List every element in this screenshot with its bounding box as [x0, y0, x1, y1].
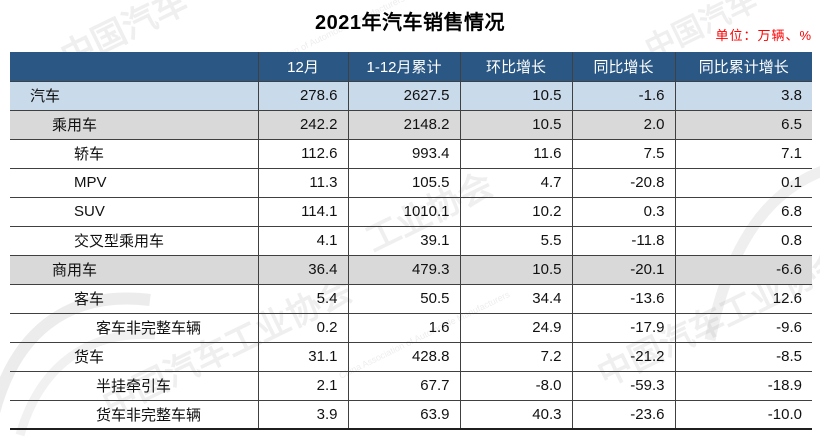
value-cell: 0.1	[674, 167, 812, 198]
value-cell: 428.8	[347, 341, 461, 372]
value-cell: 7.5	[571, 138, 676, 169]
page-title: 2021年汽车销售情况	[315, 12, 505, 34]
value-cell: 4.7	[459, 167, 573, 198]
value-cell: 40.3	[459, 399, 573, 430]
value-cell: 0.8	[674, 225, 812, 256]
value-cell: 39.1	[347, 225, 461, 256]
unit-note: 单位：万辆、%	[715, 28, 812, 43]
value-cell: 112.6	[257, 138, 349, 169]
table-header-row: 12月 1-12月累计 环比增长 同比增长 同比累计增长	[10, 52, 812, 82]
value-cell: 10.5	[459, 254, 573, 285]
row-label: SUV	[10, 196, 259, 227]
column-header: 同比增长	[571, 52, 676, 82]
table-row: SUV 114.1 1010.1 10.2 0.3 6.8	[10, 196, 812, 227]
value-cell: 7.1	[674, 138, 812, 169]
value-cell: 31.1	[257, 341, 349, 372]
value-cell: -20.1	[571, 254, 676, 285]
row-label: 轿车	[10, 138, 259, 169]
value-cell: 67.7	[347, 370, 461, 401]
value-cell: 10.2	[459, 196, 573, 227]
column-header: 1-12月累计	[347, 52, 461, 82]
value-cell: 1010.1	[347, 196, 461, 227]
value-cell: 479.3	[347, 254, 461, 285]
value-cell: -59.3	[571, 370, 676, 401]
value-cell: 1.6	[347, 312, 461, 343]
table-row: 交叉型乘用车 4.1 39.1 5.5 -11.8 0.8	[10, 225, 812, 256]
value-cell: 278.6	[257, 80, 349, 111]
value-cell: 105.5	[347, 167, 461, 198]
table-row: 货车 31.1 428.8 7.2 -21.2 -8.5	[10, 341, 812, 372]
value-cell: -17.9	[571, 312, 676, 343]
row-label: 货车	[10, 341, 259, 372]
table-row: 汽车 278.6 2627.5 10.5 -1.6 3.8	[10, 80, 812, 111]
value-cell: 2148.2	[347, 109, 461, 140]
value-cell: -21.2	[571, 341, 676, 372]
value-cell: 34.4	[459, 283, 573, 314]
value-cell: 0.3	[571, 196, 676, 227]
value-cell: 6.5	[674, 109, 812, 140]
value-cell: 3.8	[674, 80, 812, 111]
value-cell: 993.4	[347, 138, 461, 169]
value-cell: 50.5	[347, 283, 461, 314]
column-header: 12月	[257, 52, 349, 82]
value-cell: -13.6	[571, 283, 676, 314]
value-cell: 7.2	[459, 341, 573, 372]
row-label: 交叉型乘用车	[10, 225, 259, 256]
value-cell: -10.0	[674, 399, 812, 430]
value-cell: 2.0	[571, 109, 676, 140]
value-cell: 114.1	[257, 196, 349, 227]
value-cell: 6.8	[674, 196, 812, 227]
row-label: 客车非完整车辆	[10, 312, 259, 343]
value-cell: -18.9	[674, 370, 812, 401]
value-cell: 24.9	[459, 312, 573, 343]
value-cell: -20.8	[571, 167, 676, 198]
value-cell: 2.1	[257, 370, 349, 401]
value-cell: -11.8	[571, 225, 676, 256]
value-cell: 11.6	[459, 138, 573, 169]
value-cell: 36.4	[257, 254, 349, 285]
row-label: 商用车	[10, 254, 259, 285]
row-label: 汽车	[10, 80, 259, 111]
value-cell: 5.4	[257, 283, 349, 314]
table-row: 轿车 112.6 993.4 11.6 7.5 7.1	[10, 138, 812, 169]
column-header: 同比累计增长	[674, 52, 812, 82]
value-cell: -6.6	[674, 254, 812, 285]
row-label: 货车非完整车辆	[10, 399, 259, 430]
table-row: MPV 11.3 105.5 4.7 -20.8 0.1	[10, 167, 812, 198]
row-label: 客车	[10, 283, 259, 314]
value-cell: 10.5	[459, 80, 573, 111]
value-cell: 242.2	[257, 109, 349, 140]
value-cell: 11.3	[257, 167, 349, 198]
row-label: MPV	[10, 167, 259, 198]
table-row: 客车非完整车辆 0.2 1.6 24.9 -17.9 -9.6	[10, 312, 812, 343]
value-cell: 2627.5	[347, 80, 461, 111]
table-row: 客车 5.4 50.5 34.4 -13.6 12.6	[10, 283, 812, 314]
value-cell: -9.6	[674, 312, 812, 343]
value-cell: 3.9	[257, 399, 349, 430]
value-cell: -1.6	[571, 80, 676, 111]
table-row: 半挂牵引车 2.1 67.7 -8.0 -59.3 -18.9	[10, 370, 812, 401]
value-cell: 10.5	[459, 109, 573, 140]
value-cell: 5.5	[459, 225, 573, 256]
value-cell: 12.6	[674, 283, 812, 314]
value-cell: -23.6	[571, 399, 676, 430]
value-cell: 0.2	[257, 312, 349, 343]
auto-sales-table: 12月 1-12月累计 环比增长 同比增长 同比累计增长 汽车 278.6 2627.5 10…	[10, 52, 812, 430]
value-cell: 4.1	[257, 225, 349, 256]
value-cell: -8.0	[459, 370, 573, 401]
column-header: 环比增长	[459, 52, 573, 82]
table-row: 商用车 36.4 479.3 10.5 -20.1 -6.6	[10, 254, 812, 285]
row-label: 半挂牵引车	[10, 370, 259, 401]
row-label-column-header	[10, 52, 259, 82]
value-cell: -8.5	[674, 341, 812, 372]
value-cell: 63.9	[347, 399, 461, 430]
row-label: 乘用车	[10, 109, 259, 140]
table-row: 乘用车 242.2 2148.2 10.5 2.0 6.5	[10, 109, 812, 140]
table-row: 货车非完整车辆 3.9 63.9 40.3 -23.6 -10.0	[10, 399, 812, 430]
